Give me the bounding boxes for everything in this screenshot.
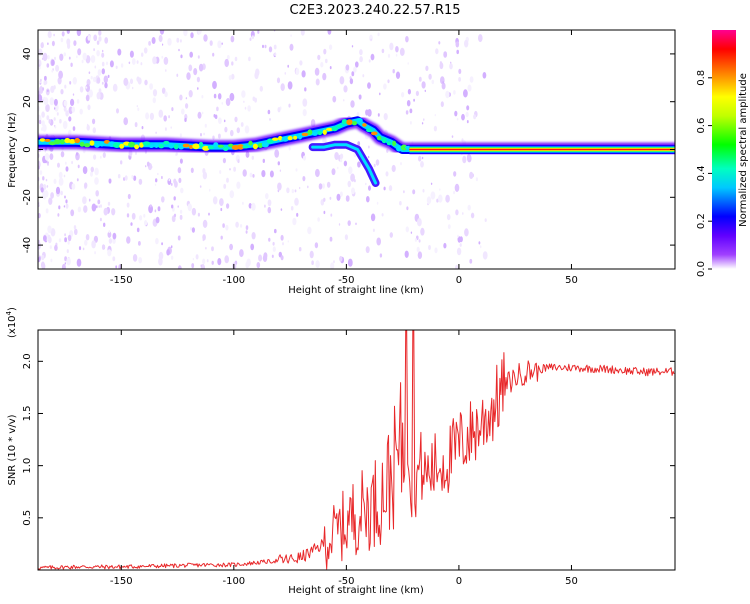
colorbar-tick-label: 0.4 [696,165,707,181]
colorbar-tick-label: 0.8 [696,70,707,86]
snr-y-tick-label: 0.5 [22,510,33,526]
snr-x-tick-label: -50 [338,576,354,587]
ridge-blobs [39,118,413,152]
snr-scale-note: (x104) [5,307,18,338]
snr-x-tick-label: 0 [456,576,462,587]
snr-x-tick-label: -150 [110,576,133,587]
secondary-branch-inner [311,143,378,185]
heatmap-y-ticks: -40 -20 0 20 40 [22,48,675,253]
snr-x-tick-label: -100 [222,576,245,587]
colorbar-tick-label: 0.6 [696,118,707,134]
colorbar-tick-label: 0.2 [696,213,707,229]
snr-y-tick-label: 1.0 [22,458,33,474]
snr-series-line [38,330,675,570]
heatmap-x-tick-label: -50 [338,275,354,286]
colorbar-tick-label: 0.0 [696,261,707,277]
colorbar-gradient [712,30,736,269]
heatmap-y-tick-label: 20 [22,95,33,108]
heatmap-x-ticks: -150 -100 -50 0 50 [110,30,578,286]
heatmap-x-tick-label: -100 [222,275,245,286]
snr-y-tick-label: 2.0 [22,353,33,369]
heatmap-y-tick-label: 40 [22,48,33,61]
heatmap-y-axis-label: Frequency (Hz) [7,112,18,188]
figure-title: C2E3.2023.240.22.57.R15 [289,3,460,18]
snr-y-axis-label: SNR (10 * v/v) [7,414,18,485]
snr-x-ticks: -150 -100 -50 0 50 [110,330,578,587]
snr-panel: -150 -100 -50 0 50 0.5 1.0 1.5 2.0 Height of st… [5,307,676,596]
heatmap-x-tick-label: 0 [456,275,462,286]
heatmap-y-tick-label: -40 [22,237,33,253]
snr-frame [37,329,676,571]
heatmap-x-axis-label: Height of straight line (km) [288,285,424,296]
heatmap-x-tick-label: -150 [110,275,133,286]
colorbar: 0.0 0.2 0.4 0.6 0.8 Normalized spectral ampl… [696,30,749,277]
heatmap-y-tick-label: -20 [22,189,33,205]
colorbar-label: Normalized spectral amplitude [738,73,749,227]
snr-y-ticks: 0.5 1.0 1.5 2.0 [22,353,675,526]
heatmap-marks [38,30,675,269]
heatmap-y-tick-label: 0 [22,146,33,152]
colorbar-ticks: 0.0 0.2 0.4 0.6 0.8 [696,70,712,277]
heatmap-panel: -150 -100 -50 0 50 -40 -20 0 20 40 Height of str… [7,29,676,296]
heatmap-x-tick-label: 50 [565,275,578,286]
snr-y-tick-label: 1.5 [22,406,33,422]
snr-x-axis-label: Height of straight line (km) [288,585,424,596]
snr-x-tick-label: 50 [565,576,578,587]
